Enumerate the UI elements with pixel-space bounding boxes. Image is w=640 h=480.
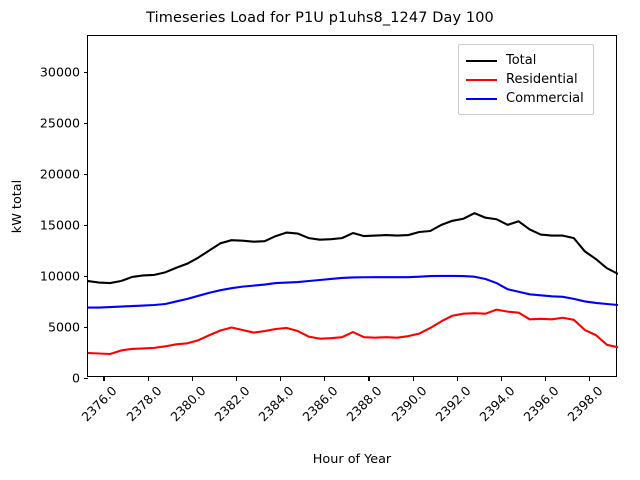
y-tick-label: 30000 (39, 64, 80, 80)
chart-title: Timeseries Load for P1U p1uhs8_1247 Day … (146, 10, 494, 26)
x-tick-mark (368, 376, 370, 381)
x-tick-mark (147, 376, 149, 381)
legend-item-total[interactable]: Total (466, 51, 584, 70)
x-tick-mark (280, 376, 282, 381)
legend-swatch-commercial (466, 97, 497, 100)
x-tick-mark (103, 376, 105, 381)
legend-label: Residential (506, 72, 578, 87)
legend-item-residential[interactable]: Residential (466, 70, 584, 89)
y-tick-mark (83, 122, 88, 124)
x-tick-mark (412, 376, 414, 381)
x-tick-label: 2376.0 (78, 383, 121, 425)
y-tick-mark (83, 173, 88, 175)
legend-swatch-residential (466, 78, 497, 81)
y-tick-label: 20000 (39, 166, 80, 182)
y-tick-label: 10000 (39, 268, 80, 284)
y-tick-mark (83, 224, 88, 226)
chart-legend: Total Residential Commercial (458, 44, 594, 115)
y-axis-label-text: kW total (10, 179, 26, 233)
series-line-commercial (88, 274, 618, 309)
x-tick-mark (589, 376, 591, 381)
x-tick-label: 2386.0 (299, 383, 341, 425)
y-tick-label: 15000 (39, 217, 80, 233)
x-tick-mark (500, 376, 503, 381)
y-tick-label: 5000 (47, 319, 80, 335)
legend-label: Commercial (506, 91, 584, 106)
x-tick-label: 2392.0 (432, 383, 474, 425)
x-tick-mark (545, 376, 547, 381)
x-tick-label: 2396.0 (520, 383, 562, 425)
x-tick-mark (191, 376, 193, 381)
x-tick-label: 2398.0 (564, 383, 606, 425)
x-tick-label: 2380.0 (167, 383, 209, 425)
y-axis-label: kW total (8, 35, 28, 377)
x-tick-mark (235, 376, 238, 381)
y-tick-mark (83, 71, 88, 73)
x-tick-label: 2384.0 (255, 383, 297, 425)
legend-label: Total (506, 53, 537, 68)
legend-item-commercial[interactable]: Commercial (466, 89, 584, 108)
series-line-total (88, 212, 618, 285)
series-lines (88, 212, 618, 356)
y-tick-label: 0 (71, 370, 80, 386)
x-tick-mark (456, 376, 458, 381)
x-tick-mark (324, 376, 326, 381)
x-tick-label: 2394.0 (476, 383, 518, 425)
x-tick-label: 2382.0 (211, 383, 253, 425)
y-tick-mark (83, 275, 88, 277)
x-axis-label: Hour of Year (312, 452, 392, 467)
series-line-residential (88, 308, 618, 356)
x-tick-label: 2388.0 (343, 383, 386, 425)
x-tick-label: 2378.0 (122, 383, 165, 425)
y-tick-label: 25000 (39, 115, 80, 131)
x-tick-label: 2390.0 (387, 383, 430, 425)
y-tick-mark (83, 378, 88, 380)
y-tick-mark (83, 326, 88, 329)
legend-swatch-total (466, 59, 497, 62)
